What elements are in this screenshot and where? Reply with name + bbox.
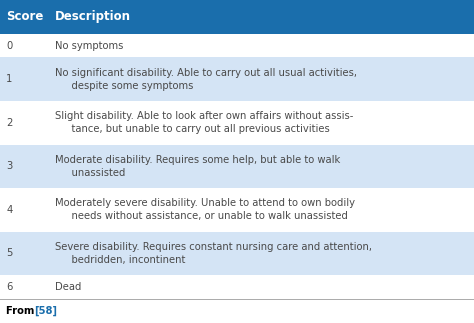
Text: despite some symptoms: despite some symptoms <box>59 81 193 91</box>
Text: 3: 3 <box>6 162 12 171</box>
Text: 6: 6 <box>6 282 12 292</box>
Text: Slight disability. Able to look after own affairs without assis-: Slight disability. Able to look after ow… <box>55 111 353 121</box>
Text: Severe disability. Requires constant nursing care and attention,: Severe disability. Requires constant nur… <box>55 242 372 252</box>
Bar <box>0 232 474 275</box>
Text: 1: 1 <box>6 74 12 84</box>
Text: No symptoms: No symptoms <box>55 41 123 51</box>
Bar <box>0 145 474 188</box>
Text: bedridden, incontinent: bedridden, incontinent <box>59 255 186 265</box>
Bar <box>0 101 474 145</box>
Text: unassisted: unassisted <box>59 168 126 178</box>
Text: Dead: Dead <box>55 282 81 292</box>
Text: needs without assistance, or unable to walk unassisted: needs without assistance, or unable to w… <box>59 212 348 222</box>
Text: Score: Score <box>6 10 44 24</box>
Text: Moderate disability. Requires some help, but able to walk: Moderate disability. Requires some help,… <box>55 155 340 165</box>
Bar <box>0 188 474 232</box>
Text: Moderately severe disability. Unable to attend to own bodily: Moderately severe disability. Unable to … <box>55 198 355 208</box>
Text: 4: 4 <box>6 205 12 215</box>
Text: No significant disability. Able to carry out all usual activities,: No significant disability. Able to carry… <box>55 68 356 78</box>
Text: Description: Description <box>55 10 130 24</box>
Text: [58]: [58] <box>34 306 57 316</box>
Bar <box>0 0 474 34</box>
Text: From: From <box>6 306 38 316</box>
Bar <box>0 34 474 57</box>
Text: tance, but unable to carry out all previous activities: tance, but unable to carry out all previ… <box>59 124 330 134</box>
Bar <box>0 57 474 101</box>
Text: 0: 0 <box>6 41 12 51</box>
Text: 5: 5 <box>6 248 12 258</box>
Text: 2: 2 <box>6 118 12 128</box>
Bar <box>0 275 474 299</box>
